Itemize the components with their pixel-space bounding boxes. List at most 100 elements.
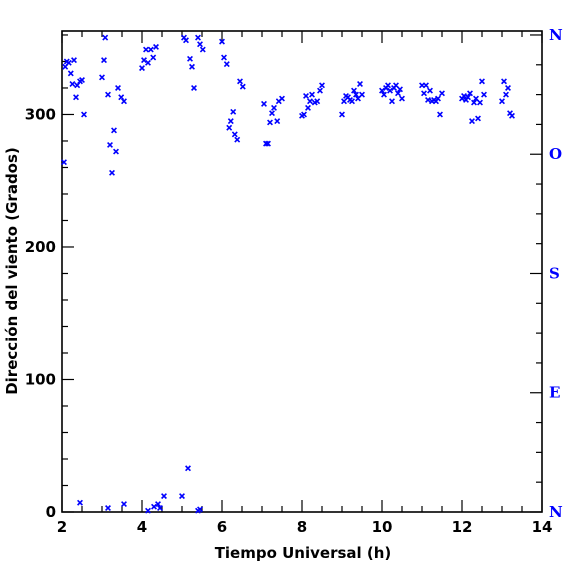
data-point (71, 57, 77, 64)
data-point (105, 505, 111, 511)
compass-label: E (549, 384, 560, 402)
y-axis-title: Dirección del viento (Grados) (3, 147, 21, 395)
data-point (77, 499, 83, 506)
data-point (387, 87, 393, 94)
data-point (314, 98, 321, 105)
data-point (145, 507, 151, 514)
data-point (279, 95, 285, 102)
y-tick-label: 0 (46, 503, 56, 521)
compass-label: N (549, 26, 563, 44)
data-point (471, 99, 477, 106)
data-point (101, 57, 107, 64)
data-point (499, 98, 505, 105)
y-tick-label: 200 (25, 238, 56, 256)
data-point (147, 46, 154, 53)
data-point (423, 82, 429, 89)
x-tick-label: 6 (217, 518, 227, 536)
data-point (221, 54, 227, 61)
data-point (118, 94, 125, 101)
data-point (509, 112, 515, 119)
data-point (111, 127, 117, 134)
y-ticks: 0 100 200 300 (25, 34, 542, 521)
data-point (73, 94, 79, 101)
x-tick-label: 2 (57, 518, 67, 536)
data-point (439, 90, 445, 97)
data-point (397, 86, 403, 93)
compass-label: O (549, 145, 562, 163)
data-point (381, 91, 387, 98)
data-point (274, 118, 281, 125)
data-point (74, 82, 81, 89)
data-point (309, 91, 315, 98)
y-tick-label: 300 (25, 105, 56, 123)
data-point (467, 90, 473, 97)
data-point (102, 34, 109, 41)
data-point (425, 96, 431, 103)
data-point (349, 98, 355, 105)
data-point (261, 100, 267, 107)
data-point (197, 506, 203, 513)
data-point (67, 70, 74, 77)
data-point (81, 111, 87, 118)
data-point (437, 111, 443, 118)
data-point (303, 92, 309, 99)
data-point (269, 110, 275, 117)
data-point (191, 85, 197, 91)
data-point (357, 81, 363, 87)
data-point (161, 493, 167, 500)
data-point (65, 59, 72, 66)
data-point (477, 99, 483, 106)
data-point (105, 91, 111, 98)
plot-frame (61, 30, 543, 513)
data-point (267, 119, 273, 126)
data-point (61, 159, 67, 166)
data-point (237, 78, 243, 85)
data-point (501, 78, 507, 85)
data-point (421, 90, 427, 97)
data-point (427, 87, 433, 94)
data-point (399, 95, 405, 102)
data-point (109, 169, 115, 176)
x-axis-title: Tiempo Universal (h) (215, 544, 392, 562)
data-point (305, 104, 311, 111)
data-points (61, 34, 515, 514)
data-point (481, 91, 487, 98)
data-point (395, 90, 401, 97)
data-point (139, 65, 145, 72)
data-point (69, 81, 76, 87)
x-tick-label: 8 (297, 518, 307, 536)
data-point (230, 108, 237, 115)
data-point (239, 83, 246, 90)
compass-labels: N E S O N (549, 26, 563, 521)
data-point (339, 111, 345, 118)
data-point (79, 77, 85, 83)
data-point (157, 505, 163, 511)
data-point (226, 124, 233, 131)
x-tick-label: 4 (137, 518, 147, 536)
data-point (234, 136, 241, 143)
x-tick-label: 10 (372, 518, 393, 536)
data-point (155, 501, 161, 508)
data-point (379, 87, 385, 94)
data-point (113, 148, 119, 155)
data-point (465, 94, 471, 101)
data-point (389, 98, 395, 105)
data-point (150, 54, 157, 61)
data-point (145, 59, 151, 66)
data-point (107, 141, 113, 148)
x-tick-label: 12 (452, 518, 473, 536)
data-point (197, 41, 203, 48)
data-point (479, 78, 485, 85)
data-point (121, 98, 127, 105)
data-point (99, 74, 105, 81)
data-point (307, 98, 313, 105)
data-point (195, 34, 201, 41)
x-tick-label: 14 (532, 518, 553, 536)
compass-label: N (549, 503, 563, 521)
data-point (301, 111, 307, 118)
data-point (435, 95, 441, 102)
data-point (231, 131, 238, 138)
data-point (143, 46, 149, 53)
